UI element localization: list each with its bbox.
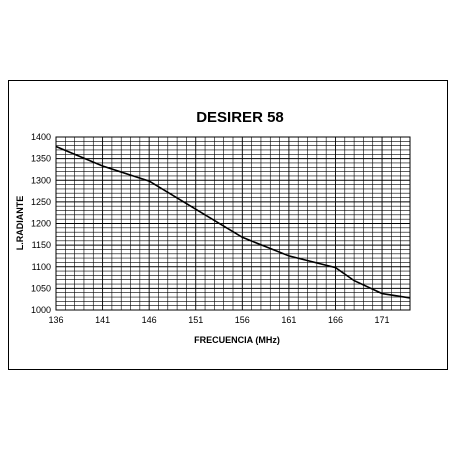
y-tick-label: 1350	[31, 154, 51, 164]
plot-border	[55, 136, 411, 311]
y-tick-label: 1200	[31, 219, 51, 229]
series-line	[55, 145, 411, 299]
y-tick-label: 1300	[31, 175, 51, 185]
x-tick-label: 166	[328, 315, 343, 325]
x-tick-label: 146	[142, 315, 157, 325]
y-tick-label: 1100	[32, 262, 51, 272]
y-tick-label: 1400	[31, 132, 51, 142]
y-axis-ticks: 1000 1050 1100 1150 1200 1250 1300 1350 1400	[31, 132, 51, 315]
x-tick-label: 156	[235, 315, 250, 325]
x-tick-label: 171	[375, 315, 390, 325]
y-tick-label: 1150	[32, 240, 51, 250]
x-tick-label: 151	[188, 315, 203, 325]
y-tick-label: 1050	[31, 283, 51, 293]
x-axis-label: FRECUENCIA (MHz)	[194, 335, 280, 345]
grid	[55, 136, 411, 311]
y-tick-label: 1250	[31, 197, 51, 207]
chart-title: DESIRER 58	[196, 109, 284, 126]
x-tick-label: 136	[48, 315, 63, 325]
y-tick-label: 1000	[31, 305, 51, 315]
chart-frame	[8, 80, 448, 370]
y-axis-label: L.RADIANTE	[15, 196, 25, 251]
x-axis-ticks: 136 141 146 151 156 161 166 171	[48, 315, 389, 325]
x-tick-label: 141	[95, 315, 110, 325]
x-tick-label: 161	[281, 315, 296, 325]
